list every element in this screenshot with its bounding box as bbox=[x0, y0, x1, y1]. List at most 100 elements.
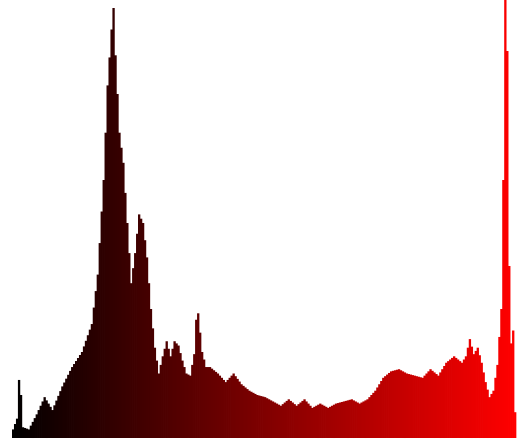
histogram-bar bbox=[279, 405, 283, 438]
histogram-bar bbox=[421, 377, 424, 438]
histogram-bar bbox=[466, 347, 470, 438]
histogram-bar bbox=[490, 393, 493, 438]
histogram-bar bbox=[486, 389, 489, 439]
histogram-bar bbox=[145, 257, 149, 438]
histogram-bar bbox=[303, 399, 306, 438]
histogram-bar bbox=[94, 291, 98, 438]
histogram-bar bbox=[382, 377, 385, 438]
histogram-bar bbox=[468, 339, 472, 438]
histogram-bar bbox=[380, 381, 383, 438]
histogram-bar bbox=[301, 400, 304, 438]
histogram-bar bbox=[153, 347, 157, 438]
histogram-bar bbox=[325, 406, 328, 438]
histogram-bar bbox=[51, 410, 54, 438]
histogram-bar bbox=[124, 192, 127, 438]
histogram-bar bbox=[460, 362, 464, 438]
histogram-bar bbox=[244, 387, 247, 438]
histogram-bar bbox=[395, 369, 399, 438]
histogram-bar bbox=[336, 403, 340, 438]
histogram-bar bbox=[449, 359, 452, 438]
histogram-bar bbox=[403, 372, 407, 439]
histogram-bar bbox=[431, 370, 434, 438]
histogram-bar bbox=[307, 403, 310, 438]
histogram-bar bbox=[33, 418, 36, 438]
histogram-bar bbox=[138, 214, 141, 438]
histogram-bar bbox=[267, 399, 271, 438]
histogram-bar bbox=[401, 371, 405, 438]
histogram-bar bbox=[84, 340, 88, 438]
histogram-bar bbox=[206, 367, 210, 438]
histogram-bar bbox=[82, 346, 86, 438]
histogram-bar bbox=[323, 405, 326, 438]
histogram-bar bbox=[390, 371, 393, 438]
histogram-bar bbox=[143, 240, 147, 438]
histogram-bar bbox=[199, 332, 202, 438]
histogram-bar bbox=[437, 375, 440, 438]
histogram-bar bbox=[19, 395, 23, 438]
histogram-bar bbox=[451, 357, 454, 438]
histogram-bar bbox=[313, 406, 316, 438]
histogram-bar bbox=[254, 393, 257, 438]
histogram-bar bbox=[179, 353, 182, 438]
histogram-bar bbox=[317, 404, 320, 439]
histogram-bar bbox=[397, 369, 401, 438]
histogram-bar bbox=[157, 373, 161, 438]
histogram-bar bbox=[216, 373, 220, 438]
histogram-bar bbox=[287, 399, 290, 438]
histogram-bar bbox=[193, 354, 196, 438]
histogram-bar bbox=[319, 403, 322, 438]
histogram-bar bbox=[110, 29, 113, 438]
histogram-bar bbox=[364, 400, 367, 439]
histogram-bar bbox=[256, 395, 259, 438]
histogram-bar bbox=[492, 390, 495, 438]
histogram-bar bbox=[348, 399, 351, 438]
histogram-bar bbox=[69, 370, 72, 438]
histogram-bar bbox=[25, 428, 29, 438]
histogram-bar bbox=[29, 425, 33, 438]
histogram-bar bbox=[250, 391, 253, 438]
histogram-bar bbox=[86, 335, 90, 438]
histogram-bar bbox=[80, 352, 84, 438]
histogram-bar bbox=[419, 377, 422, 438]
histogram-bar bbox=[264, 397, 267, 438]
histogram-bar bbox=[224, 382, 227, 438]
histogram-bar bbox=[96, 274, 99, 438]
histogram-bar bbox=[169, 356, 172, 438]
histogram-bar bbox=[372, 392, 375, 438]
histogram-bar bbox=[234, 376, 237, 438]
histogram-bar bbox=[293, 404, 296, 438]
histogram-bar bbox=[163, 348, 166, 438]
histogram-bar bbox=[222, 379, 225, 438]
histogram-bar bbox=[260, 396, 263, 438]
histogram-bar bbox=[281, 404, 285, 438]
histogram-bar bbox=[356, 402, 359, 438]
histogram-bar bbox=[92, 307, 96, 438]
histogram-bar bbox=[405, 373, 409, 438]
histogram-bar bbox=[332, 404, 336, 439]
histogram-bar bbox=[65, 378, 68, 438]
histogram-bar bbox=[362, 401, 365, 438]
histogram-bar bbox=[413, 375, 416, 438]
histogram-bar bbox=[130, 283, 133, 438]
histogram-bar bbox=[232, 373, 235, 438]
histogram-bar bbox=[122, 162, 125, 439]
histogram-bar bbox=[248, 390, 251, 438]
histogram-bar bbox=[106, 85, 109, 439]
histogram-bars bbox=[12, 0, 517, 439]
histogram-bar bbox=[15, 418, 19, 438]
histogram-bar bbox=[435, 374, 438, 438]
histogram-bar bbox=[360, 402, 363, 438]
histogram-bar bbox=[90, 324, 94, 438]
histogram-bar bbox=[386, 374, 389, 438]
histogram-bar bbox=[417, 376, 420, 438]
histogram-bar bbox=[118, 132, 121, 438]
histogram-bar bbox=[21, 427, 25, 438]
histogram-bar bbox=[376, 387, 379, 438]
histogram-bar bbox=[433, 372, 436, 439]
histogram-bar bbox=[472, 354, 476, 438]
histogram-bar bbox=[73, 364, 76, 438]
histogram-bar bbox=[220, 377, 224, 438]
histogram-bar bbox=[165, 341, 168, 438]
